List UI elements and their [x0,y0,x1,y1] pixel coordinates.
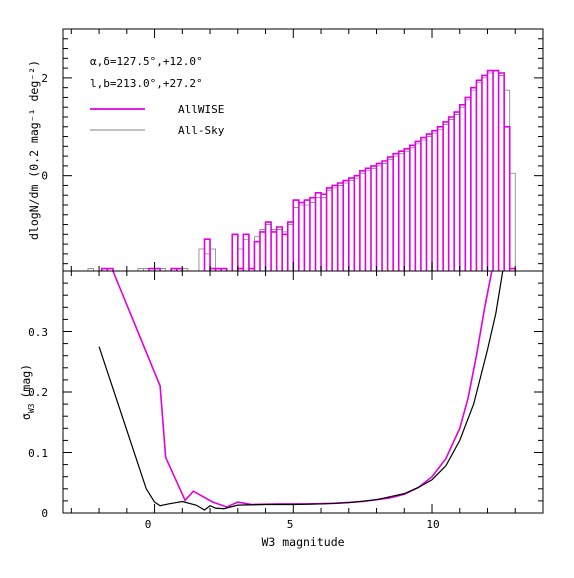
bottom-y-axis-label: σW3 (mag) [19,364,36,420]
top-y-axis-label: dlogN/dm (0.2 mag⁻¹ deg⁻²) [27,60,41,240]
top-panel-data [87,69,517,271]
xtick-label-0: 0 [145,518,152,531]
top-ytick-label-0: 0 [41,170,48,183]
histogram-allwise [101,69,517,271]
x-axis-label: W3 magnitude [261,535,344,549]
bottom-ytick-label-0.3: 0.3 [28,326,48,339]
annotation-galactic-coords: l,b=213.0°,+27.2° [90,77,203,90]
bottom-panel-frame [62,270,544,514]
bottom-panel-data [98,271,504,511]
annotation-equatorial-coords: α,δ=127.5°,+12.0° [90,55,203,68]
sigma-subscript: W3 [27,403,36,413]
bottom-ytick-label-0.1: 0.1 [28,447,48,460]
sigma-line-allsky [98,271,504,511]
axis-ticks [63,29,544,513]
legend-label-allwise: AllWISE [178,103,224,116]
bottom-ytick-label-0.2: 0.2 [28,386,48,399]
sigma-unit: (mag) [19,364,33,399]
legend-label-allsky: All-Sky [178,124,225,137]
top-ytick-label-2: 2 [41,72,48,85]
histogram-allsky [87,70,516,271]
legend: AllWISE All-Sky [90,103,225,137]
sigma-line-allwise [112,271,493,508]
bottom-ytick-label-0: 0 [41,507,48,520]
xtick-label-10: 10 [426,518,439,531]
sigma-symbol: σ [19,413,33,420]
xtick-label-5: 5 [287,518,294,531]
